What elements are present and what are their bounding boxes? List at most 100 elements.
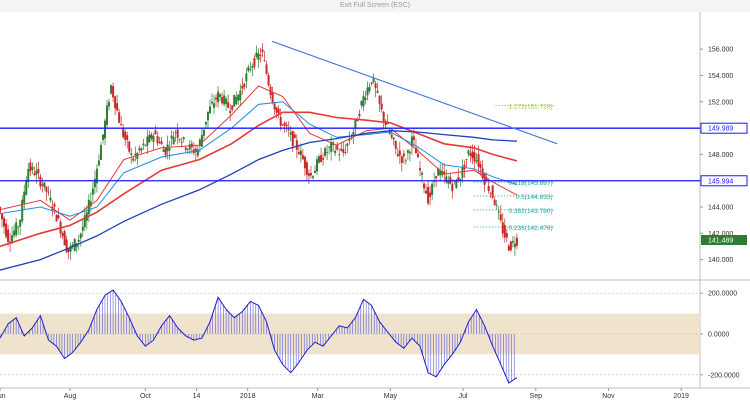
candle-body xyxy=(316,159,319,172)
candle-body xyxy=(281,124,284,126)
eye-icon[interactable] xyxy=(51,297,60,306)
candle-body xyxy=(388,129,391,134)
candle-body xyxy=(132,158,135,161)
settings-icon[interactable] xyxy=(63,87,72,96)
cci-tick-label: 200.0000 xyxy=(708,291,737,298)
candle-body xyxy=(505,233,508,238)
candle-body xyxy=(328,146,331,148)
close-icon[interactable] xyxy=(73,87,82,96)
candle-body xyxy=(221,97,224,104)
legend-ema34[interactable]: EMA (34, close) 144.8885 xyxy=(4,42,117,53)
price-tick-label: 154.000 xyxy=(708,73,733,80)
candle-body xyxy=(501,222,504,234)
candle-body xyxy=(95,168,98,184)
candle-body xyxy=(11,235,14,243)
candle-body xyxy=(459,178,462,181)
settings-icon[interactable] xyxy=(62,65,71,74)
close-icon[interactable] xyxy=(71,286,80,295)
eye-icon[interactable] xyxy=(53,43,62,52)
candle-body xyxy=(180,141,183,143)
legend-ma100[interactable]: MA (100, close) 147.4767 xyxy=(4,64,116,75)
candle-body xyxy=(352,131,355,136)
candle-body xyxy=(410,136,413,147)
reset-chart-button[interactable]: ↻ xyxy=(429,368,442,381)
candle-body xyxy=(441,170,444,176)
close-icon[interactable] xyxy=(71,297,80,306)
candle-body xyxy=(364,97,367,101)
scroll-left-button[interactable]: ‹ xyxy=(382,368,395,381)
candle-body xyxy=(443,171,446,175)
candle-body xyxy=(59,221,62,234)
candle-body xyxy=(485,177,488,181)
candle-body xyxy=(309,172,312,176)
legend-cci-2[interactable]: CCI (50, close) -213.9017 xyxy=(4,296,116,307)
legend-ema55[interactable]: EMA (55, close) 145.6950 xyxy=(4,86,117,97)
candle-body xyxy=(477,154,480,167)
eye-icon[interactable] xyxy=(76,76,85,85)
candle-body xyxy=(31,166,34,170)
candle-body xyxy=(265,64,268,74)
legend-ichimoku[interactable]: Ichimoku (9, 26, 52, 26) xyxy=(4,75,95,86)
current-price-tag xyxy=(701,235,747,246)
candle-body xyxy=(322,157,325,160)
candle-body xyxy=(174,132,177,134)
candle-body xyxy=(493,199,496,206)
close-icon[interactable] xyxy=(73,43,82,52)
candle-body xyxy=(150,134,153,139)
settings-icon[interactable] xyxy=(62,54,71,63)
time-tick-label: Aug xyxy=(64,393,77,400)
candle-body xyxy=(261,49,264,52)
hline-price-label: 145.994 xyxy=(708,178,733,185)
candle-body xyxy=(200,135,203,147)
candle-body xyxy=(43,182,46,188)
candle-body xyxy=(346,143,349,147)
candle-body xyxy=(507,245,510,251)
candle-body xyxy=(408,151,411,154)
candle-body xyxy=(73,238,76,251)
exit-fullscreen-bar[interactable]: Exit Full Screen (ESC) xyxy=(0,0,750,13)
candle-body xyxy=(289,132,292,135)
close-icon[interactable] xyxy=(72,65,81,74)
candle-body xyxy=(429,192,432,197)
candle-body xyxy=(170,135,173,139)
eye-icon[interactable] xyxy=(53,87,62,96)
eye-icon[interactable] xyxy=(52,65,61,74)
candle-body xyxy=(148,134,151,143)
ma-line-ema-55-close xyxy=(0,101,518,217)
eye-icon[interactable] xyxy=(52,54,61,63)
candle-body xyxy=(330,142,333,152)
candle-body xyxy=(182,137,185,140)
candle-body xyxy=(243,83,246,88)
candle-body xyxy=(164,148,167,156)
zoom-in-button[interactable]: + xyxy=(356,368,369,381)
legend-ma200[interactable]: MA (200, close) 149.0281 xyxy=(4,53,116,64)
candle-body xyxy=(51,206,54,211)
legend-ema55-value: 145.6950 xyxy=(89,88,117,95)
candle-body xyxy=(293,134,296,138)
candle-body xyxy=(455,179,458,189)
candle-body xyxy=(457,177,460,182)
settings-icon[interactable] xyxy=(86,76,95,85)
legend-cci-1[interactable]: CCI (50, close) -213.9017 xyxy=(4,285,116,296)
zoom-out-button[interactable]: − xyxy=(336,368,349,381)
eye-icon[interactable] xyxy=(51,286,60,295)
settings-icon[interactable] xyxy=(61,297,70,306)
candle-body xyxy=(65,239,68,253)
time-tick-label: May xyxy=(384,393,398,400)
candle-body xyxy=(104,120,106,139)
close-icon[interactable] xyxy=(72,54,81,63)
settings-icon[interactable] xyxy=(61,286,70,295)
candle-body xyxy=(247,66,250,71)
candle-body xyxy=(225,98,228,105)
candle-body xyxy=(57,215,60,218)
candle-body xyxy=(15,222,18,236)
candle-body xyxy=(55,214,58,222)
candle-body xyxy=(126,135,129,140)
candle-body xyxy=(140,148,143,151)
candle-body xyxy=(299,150,302,156)
candle-body xyxy=(146,136,149,146)
scroll-right-button[interactable]: › xyxy=(402,368,415,381)
candle-body xyxy=(97,160,100,166)
settings-icon[interactable] xyxy=(63,43,72,52)
